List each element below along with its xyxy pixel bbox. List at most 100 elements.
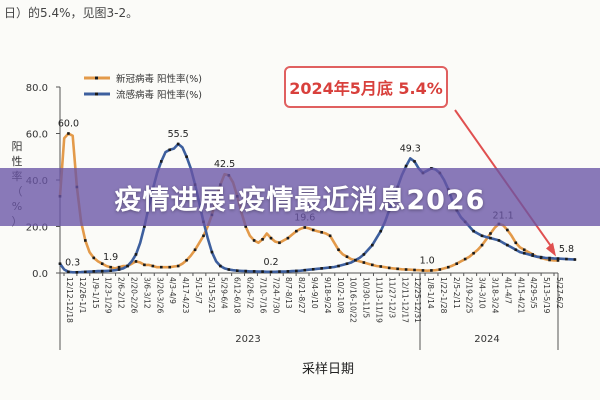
data-point bbox=[100, 269, 104, 273]
data-point bbox=[210, 250, 214, 254]
data-point bbox=[311, 228, 315, 232]
data-point bbox=[67, 270, 70, 274]
data-point bbox=[387, 266, 391, 270]
data-point bbox=[159, 265, 163, 269]
data-point bbox=[506, 228, 509, 232]
data-point bbox=[311, 267, 315, 271]
data-point bbox=[261, 237, 264, 241]
data-label: 42.5 bbox=[214, 159, 235, 170]
data-point bbox=[75, 271, 79, 274]
data-point bbox=[328, 234, 332, 238]
x-tick-label: 12/26-1/1 bbox=[78, 277, 87, 314]
x-tick-label: 5/1-5/7 bbox=[194, 277, 203, 304]
data-point bbox=[168, 148, 172, 152]
data-point bbox=[480, 234, 484, 238]
data-point bbox=[354, 258, 357, 262]
data-point bbox=[92, 270, 96, 273]
data-point bbox=[337, 248, 340, 252]
data-point bbox=[126, 264, 129, 268]
data-point bbox=[143, 225, 146, 228]
series-line-0 bbox=[58, 132, 560, 273]
data-point bbox=[539, 255, 543, 259]
data-point bbox=[252, 270, 256, 273]
data-point bbox=[100, 262, 104, 265]
data-point bbox=[286, 270, 290, 273]
data-point bbox=[134, 260, 138, 263]
x-tick-label: 5/15-5/21 bbox=[207, 277, 216, 314]
x-tick-label: 2/6-2/12 bbox=[117, 277, 126, 309]
y-tick-label: 60.0 bbox=[26, 130, 48, 141]
title-banner: 疫情进展:疫情最近消息2026 bbox=[0, 168, 600, 226]
data-point bbox=[404, 268, 408, 271]
data-point bbox=[522, 251, 526, 255]
callout-box: 2024年5月底 5.4% bbox=[284, 66, 448, 108]
data-point bbox=[371, 263, 374, 267]
data-point bbox=[67, 132, 70, 135]
x-tick-label: 5/27-6/2 bbox=[555, 277, 564, 309]
x-tick-label: 3/18-3/24 bbox=[491, 277, 500, 314]
banner-title: 疫情进展:疫情最近消息2026 bbox=[114, 184, 486, 216]
data-point bbox=[303, 226, 307, 229]
chart-axes: 0.020.040.060.080.0阳性率（%）12/12-12/1812/2… bbox=[12, 83, 565, 377]
x-tick-label: 9/18-9/24 bbox=[323, 277, 332, 314]
callout-arrowhead bbox=[546, 242, 556, 257]
x-tick-label: 12/25-12/31 bbox=[413, 277, 422, 323]
data-point bbox=[219, 264, 222, 268]
callout-text: 2024年5月底 5.4% bbox=[289, 79, 443, 98]
data-point bbox=[269, 236, 273, 240]
data-point bbox=[84, 239, 87, 242]
data-point bbox=[295, 229, 298, 233]
x-tick-label: 9/4-9/10 bbox=[310, 277, 319, 309]
data-point bbox=[269, 270, 273, 274]
chart-labels: 60.055.542.549.30.31.90.219.61.021.15.85… bbox=[58, 0, 574, 268]
x-tick-label: 12/11-12/17 bbox=[400, 277, 409, 323]
data-point bbox=[556, 259, 560, 262]
x-tick-label: 2/5-2/11 bbox=[452, 277, 461, 309]
data-point bbox=[168, 265, 172, 269]
legend-marker bbox=[95, 92, 98, 96]
data-point bbox=[548, 258, 551, 262]
x-axis-label: 采样日期 bbox=[302, 362, 354, 377]
x-tick-label: 7/10-7/16 bbox=[258, 277, 267, 314]
data-point bbox=[506, 243, 509, 247]
data-point bbox=[328, 266, 332, 269]
data-point bbox=[438, 268, 442, 271]
data-point bbox=[480, 243, 484, 247]
x-tick-label: 7/24-7/30 bbox=[271, 277, 280, 314]
data-point bbox=[455, 262, 459, 265]
data-point bbox=[446, 265, 450, 269]
x-tick-label: 10/30-11/5 bbox=[362, 277, 371, 318]
data-point bbox=[202, 234, 205, 238]
legend-label: 流感病毒 阳性率(%) bbox=[116, 89, 202, 101]
data-point bbox=[286, 236, 290, 240]
data-point bbox=[235, 269, 239, 272]
y-tick-label: 20.0 bbox=[26, 223, 48, 234]
data-label: 0.3 bbox=[65, 257, 80, 268]
data-label: 49.3 bbox=[400, 143, 421, 154]
x-tick-label: 3/20-3/26 bbox=[155, 277, 164, 314]
data-point bbox=[303, 268, 307, 272]
x-tick-label: 4/15-4/21 bbox=[516, 277, 525, 314]
data-point bbox=[430, 269, 433, 272]
data-point bbox=[117, 265, 121, 269]
data-point bbox=[193, 248, 197, 252]
data-point bbox=[472, 251, 475, 255]
year-label-2023: 2023 bbox=[235, 334, 260, 345]
data-point bbox=[548, 256, 551, 260]
x-tick-label: 1/8-1/14 bbox=[426, 277, 435, 309]
x-tick-label: 10/16-10/22 bbox=[349, 277, 358, 323]
data-label: 1.0 bbox=[420, 256, 435, 267]
data-point bbox=[176, 142, 180, 146]
data-point bbox=[320, 231, 323, 234]
data-point bbox=[413, 160, 416, 163]
data-point bbox=[514, 241, 518, 245]
x-tick-label: 6/26-7/2 bbox=[246, 277, 255, 309]
data-label: 55.5 bbox=[168, 129, 189, 140]
data-point bbox=[261, 270, 264, 273]
data-point bbox=[345, 262, 349, 265]
data-point bbox=[92, 256, 96, 260]
data-point bbox=[58, 262, 62, 265]
data-point bbox=[463, 257, 467, 261]
x-tick-label: 3/4-3/10 bbox=[478, 277, 487, 309]
data-point bbox=[185, 155, 188, 159]
